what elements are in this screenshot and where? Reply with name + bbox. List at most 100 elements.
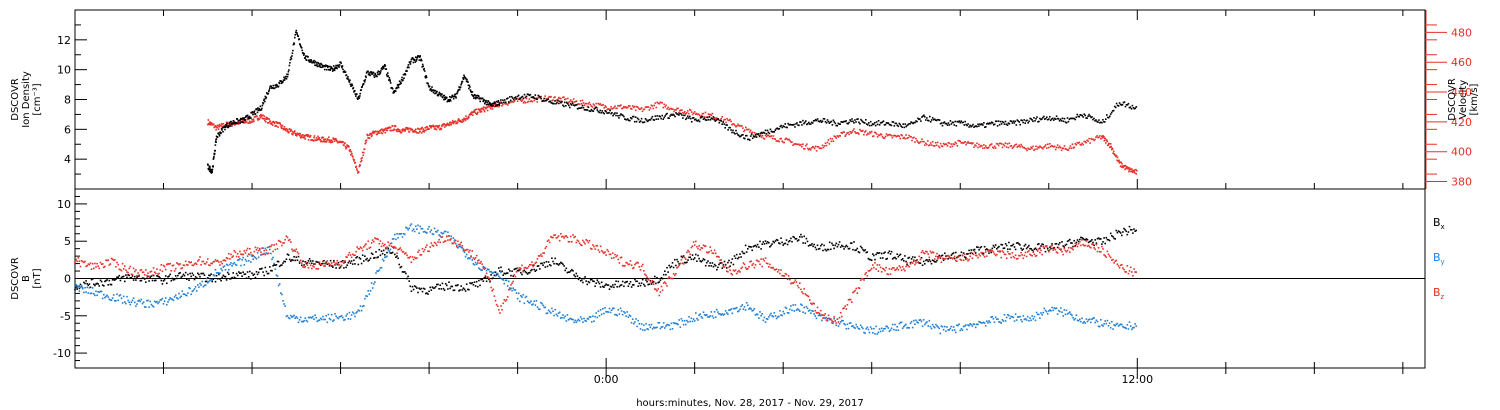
- velocity-series-point: [535, 97, 538, 99]
- density-tick-label: 6: [64, 123, 71, 136]
- bx-series-point: [430, 289, 433, 291]
- by-series-point: [555, 313, 558, 316]
- bx-series-point: [878, 252, 881, 254]
- density-series-point: [1009, 120, 1012, 122]
- by-series-point: [805, 305, 808, 308]
- density-series-point: [784, 123, 786, 125]
- by-series-point: [1033, 315, 1036, 318]
- by-series-point: [556, 315, 559, 317]
- bx-series-point: [97, 283, 99, 285]
- density-series-point: [788, 124, 790, 126]
- density-series-point: [868, 122, 870, 124]
- density-series-point: [505, 101, 507, 104]
- bx-series-point: [1010, 245, 1012, 247]
- velocity-series-point: [842, 131, 844, 133]
- by-series-point: [720, 314, 722, 316]
- density-series-point: [312, 60, 315, 63]
- bx-series-point: [533, 268, 535, 271]
- by-series-point: [810, 312, 812, 314]
- bx-series-point: [635, 280, 637, 283]
- velocity-series-point: [388, 127, 390, 130]
- bx-series-point: [117, 276, 119, 279]
- by-series-point: [1035, 311, 1038, 314]
- by-series-point: [121, 302, 124, 304]
- velocity-series-point: [594, 106, 597, 108]
- density-series-point: [696, 120, 699, 122]
- by-series-point: [479, 268, 481, 270]
- density-series-point: [478, 95, 480, 98]
- density-series-point: [1013, 122, 1016, 124]
- bz-series-point: [96, 262, 98, 265]
- velocity-series-point: [826, 141, 829, 144]
- density-series-point: [367, 73, 370, 76]
- by-series-point: [1059, 310, 1061, 313]
- bx-series-point: [380, 250, 383, 252]
- density-series-point: [978, 125, 980, 127]
- density-series-point: [1061, 117, 1064, 120]
- velocity-series-point: [856, 132, 858, 134]
- velocity-series-point: [426, 128, 429, 131]
- bx-series-point: [828, 241, 831, 244]
- velocity-series-point: [1016, 146, 1019, 148]
- by-series-point: [456, 244, 458, 247]
- density-series-point: [378, 71, 381, 73]
- bz-series-point: [448, 235, 450, 237]
- by-series-point: [399, 233, 402, 235]
- by-series-point: [806, 307, 809, 310]
- bx-series-point: [1129, 228, 1132, 231]
- bz-series-point: [359, 246, 362, 248]
- density-series-point: [582, 106, 585, 109]
- bz-series-point: [562, 235, 564, 238]
- bz-series-point: [78, 260, 81, 262]
- density-series-point: [240, 118, 242, 121]
- bz-series-point: [260, 251, 262, 253]
- density-series-point: [694, 118, 697, 121]
- density-series-point: [425, 76, 428, 78]
- density-series-point: [783, 125, 785, 128]
- velocity-series-point: [393, 128, 395, 131]
- by-series-point: [1000, 322, 1002, 324]
- density-series-point: [1003, 123, 1006, 125]
- density-series-point: [742, 134, 744, 136]
- density-series-point: [564, 101, 566, 104]
- velocity-series-point: [750, 132, 753, 134]
- bz-series-point: [115, 266, 117, 268]
- velocity-series-point: [462, 120, 465, 123]
- bz-series-point: [170, 270, 173, 272]
- bx-series-point: [876, 252, 879, 254]
- density-series-point: [604, 110, 606, 112]
- velocity-series-point: [509, 101, 511, 104]
- density-series-point: [526, 93, 529, 95]
- by-series-point: [151, 305, 154, 307]
- by-series-point: [688, 316, 690, 318]
- density-series-point: [721, 123, 723, 125]
- density-series-point: [1060, 120, 1063, 122]
- density-series-point: [712, 116, 715, 118]
- velocity-series-point: [1061, 147, 1064, 149]
- density-series-point: [983, 122, 985, 124]
- bx-series-point: [708, 265, 710, 267]
- bx-series-point: [479, 284, 481, 287]
- velocity-series-point: [670, 107, 672, 110]
- bx-series-point: [797, 239, 800, 241]
- bx-series-point: [1025, 247, 1028, 250]
- bz-series-point: [208, 264, 210, 266]
- bx-series-point: [449, 287, 451, 290]
- density-series-point: [1022, 121, 1024, 124]
- velocity-series-point: [645, 106, 648, 108]
- density-series-point: [487, 100, 490, 103]
- bx-series-point: [212, 278, 215, 280]
- velocity-series-point: [570, 100, 573, 103]
- velocity-series-point: [788, 138, 790, 141]
- velocity-series-point: [938, 146, 941, 149]
- bx-series-point: [407, 275, 409, 278]
- bz-series-point: [415, 257, 417, 260]
- density-series-point: [639, 120, 642, 122]
- density-series-point: [726, 124, 728, 126]
- bx-series-point: [419, 288, 421, 291]
- velocity-series-point: [825, 144, 828, 147]
- velocity-series-point: [742, 127, 744, 129]
- by-series-point: [739, 308, 741, 311]
- bz-series-point: [111, 258, 114, 261]
- bx-series-point: [270, 269, 272, 272]
